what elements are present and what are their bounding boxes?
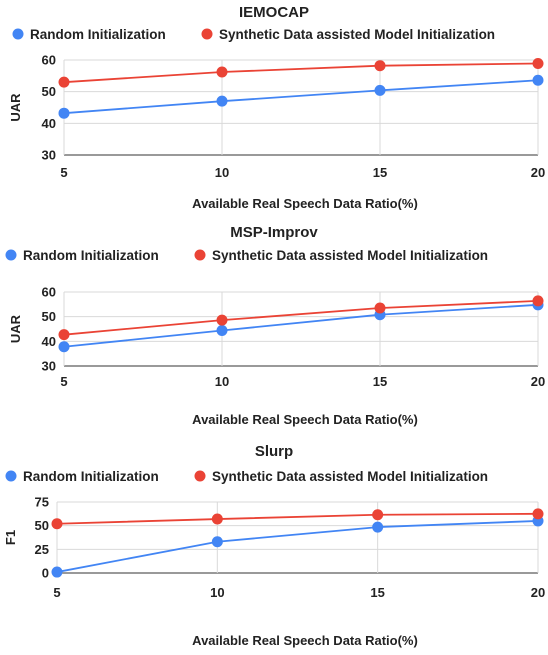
- y-tick-label: 60: [42, 53, 56, 68]
- legend-marker-synthetic-data-assisted-model-initialization: [194, 249, 206, 261]
- legend-marker-random-initialization: [5, 249, 17, 261]
- chart-title: Slurp: [255, 443, 293, 460]
- series-line-synthetic-data-assisted-model-initialization: [63, 299, 539, 336]
- y-tick-label: 40: [42, 116, 56, 131]
- legend-label-synthetic-data-assisted-model-initialization: Synthetic Data assisted Model Initializa…: [212, 469, 488, 484]
- x-axis-label: Available Real Speech Data Ratio(%): [192, 633, 418, 648]
- series-line-random-initialization: [63, 303, 539, 348]
- x-tick-label: 5: [60, 374, 67, 389]
- data-point-synthetic-data-assisted-model-initialization: [51, 518, 63, 530]
- y-tick-label: 30: [42, 359, 56, 374]
- legend-marker-synthetic-data-assisted-model-initialization: [194, 470, 206, 482]
- y-tick-label: 75: [35, 495, 49, 510]
- legend-label-synthetic-data-assisted-model-initialization: Synthetic Data assisted Model Initializa…: [219, 27, 495, 42]
- data-point-random-initialization: [374, 84, 386, 96]
- y-tick-label: 50: [42, 84, 56, 99]
- legend-label-random-initialization: Random Initialization: [23, 248, 159, 263]
- y-tick-label: 40: [42, 334, 56, 349]
- data-point-synthetic-data-assisted-model-initialization: [532, 57, 544, 69]
- legend-label-random-initialization: Random Initialization: [23, 469, 159, 484]
- y-axis-label: UAR: [8, 93, 23, 122]
- data-point-random-initialization: [216, 95, 228, 107]
- x-tick-label: 20: [531, 374, 545, 389]
- data-point-synthetic-data-assisted-model-initialization: [372, 509, 384, 521]
- x-tick-label: 20: [531, 165, 545, 180]
- y-tick-label: 50: [42, 309, 56, 324]
- x-tick-label: 10: [210, 585, 224, 600]
- y-tick-label: 50: [35, 518, 49, 533]
- y-tick-label: 30: [42, 148, 56, 163]
- x-tick-label: 10: [215, 165, 229, 180]
- chart-title: MSP-Improv: [230, 224, 318, 241]
- legend-label-synthetic-data-assisted-model-initialization: Synthetic Data assisted Model Initializa…: [212, 248, 488, 263]
- data-point-random-initialization: [58, 107, 70, 119]
- series-line-random-initialization: [63, 79, 539, 115]
- chart-title: IEMOCAP: [239, 4, 309, 21]
- data-point-synthetic-data-assisted-model-initialization: [216, 314, 228, 326]
- data-point-random-initialization: [532, 74, 544, 86]
- chart-iemocap: IEMOCAP Random Initialization Synthetic Da…: [8, 4, 545, 210]
- x-axis-label: Available Real Speech Data Ratio(%): [192, 412, 418, 427]
- data-point-synthetic-data-assisted-model-initialization: [532, 295, 544, 307]
- x-tick-label: 5: [60, 165, 67, 180]
- x-tick-label: 15: [370, 585, 384, 600]
- x-tick-label: 15: [373, 374, 387, 389]
- y-tick-label: 25: [35, 542, 49, 557]
- chart-msp-improv: MSP-Improv Random Initialization Synthetic…: [5, 224, 545, 427]
- x-tick-label: 10: [215, 374, 229, 389]
- data-point-synthetic-data-assisted-model-initialization: [216, 66, 228, 78]
- legend-marker-random-initialization: [12, 28, 24, 40]
- data-point-synthetic-data-assisted-model-initialization: [211, 513, 223, 525]
- data-point-synthetic-data-assisted-model-initialization: [532, 508, 544, 520]
- series-line-synthetic-data-assisted-model-initialization: [63, 62, 539, 84]
- data-point-random-initialization: [51, 566, 63, 578]
- data-point-synthetic-data-assisted-model-initialization: [58, 329, 70, 341]
- data-point-synthetic-data-assisted-model-initialization: [374, 302, 386, 314]
- series-line-synthetic-data-assisted-model-initialization: [56, 512, 539, 525]
- data-point-synthetic-data-assisted-model-initialization: [58, 76, 70, 88]
- x-tick-label: 15: [373, 165, 387, 180]
- legend-marker-random-initialization: [5, 470, 17, 482]
- x-axis-label: Available Real Speech Data Ratio(%): [192, 196, 418, 210]
- y-axis-label: F1: [3, 530, 18, 545]
- data-point-random-initialization: [211, 536, 223, 548]
- y-axis-label: UAR: [8, 314, 23, 343]
- y-tick-label: 60: [42, 285, 56, 300]
- legend-marker-synthetic-data-assisted-model-initialization: [201, 28, 213, 40]
- data-point-random-initialization: [58, 341, 70, 353]
- y-tick-label: 0: [42, 566, 49, 581]
- chart-slurp: Slurp Random Initialization Synthetic Data…: [3, 443, 545, 648]
- data-point-synthetic-data-assisted-model-initialization: [374, 60, 386, 72]
- data-point-random-initialization: [372, 521, 384, 533]
- legend-label-random-initialization: Random Initialization: [30, 27, 166, 42]
- x-tick-label: 5: [53, 585, 60, 600]
- x-tick-label: 20: [531, 585, 545, 600]
- data-point-random-initialization: [216, 324, 228, 336]
- series-line-random-initialization: [56, 520, 539, 573]
